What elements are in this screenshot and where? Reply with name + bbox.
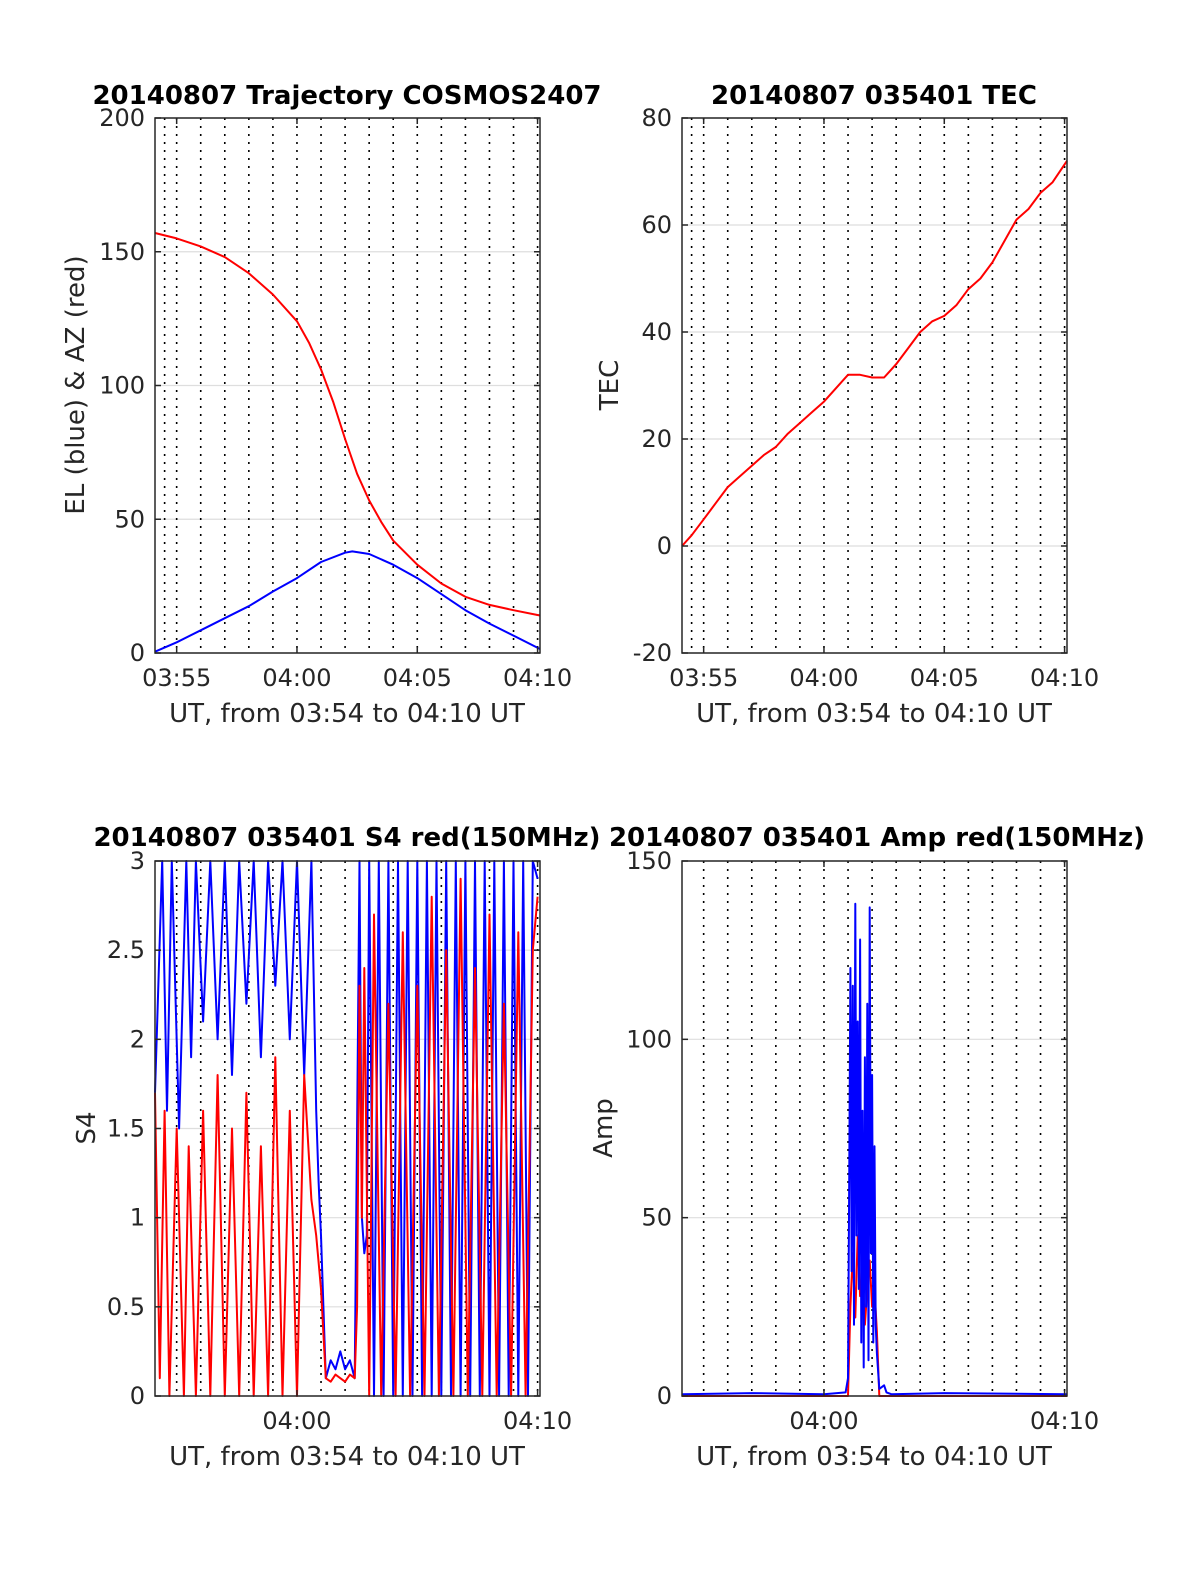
s4-ytick-label-4: 2 [130,1025,145,1053]
s4-title: 20140807 035401 S4 red(150MHz) [93,823,600,853]
s4-series-1 [154,877,539,1397]
tec-ytick-label-4: 60 [641,211,672,239]
tec-series-0 [681,160,1068,547]
trajectory-panel: 20140807 Trajectory COSMOS2407 0 50 100 150… [61,81,602,729]
amp-title: 20140807 035401 Amp red(150MHz) [609,823,1145,853]
amp-xtick-label-1: 04:10 [1030,1407,1099,1435]
trajectory-series-0 [154,232,541,617]
amp-xlabel: UT, from 03:54 to 04:10 UT [696,1442,1052,1472]
amp-panel: 20140807 035401 Amp red(150MHz) 0 50 100 15… [589,823,1145,1472]
s4-xlabel: UT, from 03:54 to 04:10 UT [169,1442,525,1472]
tec-plot-area [682,118,1067,653]
trajectory-xtick-label-0: 03:55 [142,664,211,692]
tec-ytick-label-3: 40 [641,318,672,346]
amp-xtick-label-0: 04:00 [789,1407,858,1435]
tec-ytick-label-2: 20 [641,425,672,453]
trajectory-xlabel: UT, from 03:54 to 04:10 UT [169,699,525,729]
amp-ytick-label-0: 0 [657,1382,672,1410]
trajectory-series-1 [154,550,541,653]
tec-ylabel: TEC [595,360,625,411]
trajectory-ylabel: EL (blue) & AZ (red) [61,255,91,514]
s4-ytick-label-3: 1.5 [107,1115,145,1143]
tec-ytick-label-0: -20 [633,639,672,667]
amp-axes-box [681,860,1068,1397]
amp-ytick-label-3: 150 [626,847,672,875]
tec-xtick-label-1: 04:00 [789,664,858,692]
tec-panel: 20140807 035401 TEC -20 0 20 40 60 80 03:55 04:… [595,81,1099,729]
s4-panel: 20140807 035401 S4 red(150MHz) 0 0.5 1 1.5 2… [72,823,601,1472]
s4-ytick-label-1: 0.5 [107,1293,145,1321]
trajectory-ytick-label-4: 200 [99,104,145,132]
amp-series-1 [681,902,1068,1396]
trajectory-ytick-label-0: 0 [130,639,145,667]
amp-ytick-label-1: 50 [641,1204,672,1232]
s4-ylabel: S4 [72,1111,102,1144]
tec-xtick-label-3: 04:10 [1030,664,1099,692]
tec-xtick-label-2: 04:05 [910,664,979,692]
tec-axes-box [681,117,1068,654]
s4-ytick-label-6: 3 [130,847,145,875]
amp-ylabel: Amp [589,1098,619,1158]
trajectory-ytick-label-2: 100 [99,372,145,400]
s4-ytick-label-5: 2.5 [107,936,145,964]
amp-plot-area [682,861,1067,1396]
amp-ytick-label-2: 100 [626,1025,672,1053]
trajectory-xtick-label-1: 04:00 [262,664,331,692]
tec-title: 20140807 035401 TEC [711,81,1037,111]
trajectory-ytick-label-1: 50 [114,505,145,533]
s4-ytick-label-2: 1 [130,1204,145,1232]
trajectory-xtick-label-2: 04:05 [383,664,452,692]
tec-xlabel: UT, from 03:54 to 04:10 UT [696,699,1052,729]
tec-ytick-label-1: 0 [657,532,672,560]
s4-series-0 [154,860,539,1397]
s4-xtick-label-1: 04:10 [503,1407,572,1435]
s4-xtick-label-0: 04:00 [262,1407,331,1435]
trajectory-title: 20140807 Trajectory COSMOS2407 [92,81,601,111]
trajectory-xtick-label-3: 04:10 [503,664,572,692]
trajectory-ytick-label-3: 150 [99,238,145,266]
tec-ytick-label-5: 80 [641,104,672,132]
tec-xtick-label-0: 03:55 [669,664,738,692]
s4-ytick-label-0: 0 [130,1382,145,1410]
